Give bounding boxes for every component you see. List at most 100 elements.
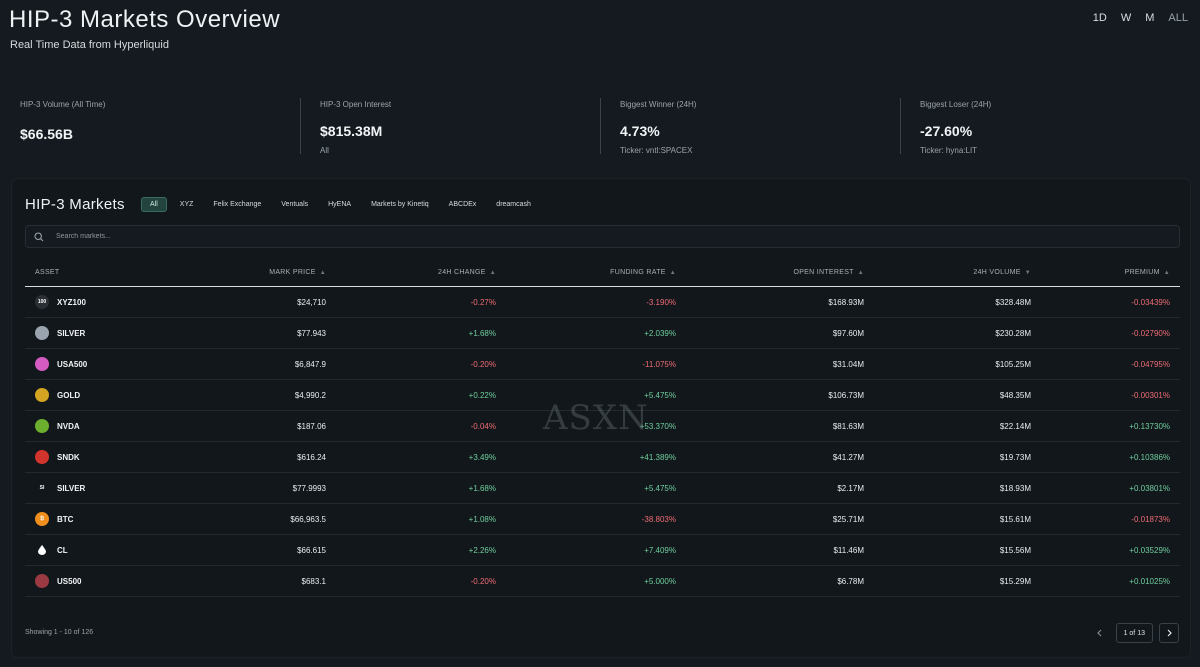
premium: -0.00301%: [1131, 390, 1170, 400]
timeframe-m[interactable]: M: [1145, 12, 1155, 24]
col-label: PREMIUM: [1124, 269, 1160, 276]
tab-xyz[interactable]: XYZ: [179, 201, 194, 208]
timeframe-w[interactable]: W: [1120, 12, 1132, 24]
open-interest: $81.63M: [832, 421, 864, 431]
table-row[interactable]: ₿ BTC $66,963.5 +1.08% -38.803% $25.71M $15.61…: [25, 504, 1180, 535]
premium: -0.02790%: [1131, 328, 1170, 338]
col-mark-price[interactable]: MARK PRICE ▲: [185, 269, 326, 276]
stat-sub: Ticker: vntl:SPACEX: [620, 146, 693, 155]
col-24h-change[interactable]: 24H CHANGE ▲: [326, 269, 496, 276]
stat-label: HIP-3 Open Interest: [320, 100, 392, 109]
change-24h: -0.20%: [470, 359, 496, 369]
asset-icon: 100: [35, 295, 49, 309]
col-label: FUNDING RATE: [610, 269, 666, 276]
funding-rate: +2.039%: [644, 328, 676, 338]
table-row[interactable]: CL $66.615 +2.26% +7.409% $11.46M $15.56M +0.0…: [25, 535, 1180, 566]
tab-markets-by-kinetiq[interactable]: Markets by Kinetiq: [371, 201, 429, 208]
table-row[interactable]: US500 $683.1 -0.20% +5.000% $6.78M $15.29M +0.…: [25, 566, 1180, 597]
table-row[interactable]: NVDA $187.06 -0.04% +53.370% $81.63M $22.14M +…: [25, 411, 1180, 442]
asset-name: SILVER: [57, 483, 86, 493]
asset-cell: SILVER: [25, 326, 185, 340]
tab-felix-exchange[interactable]: Felix Exchange: [213, 201, 262, 208]
stat-volume: HIP-3 Volume (All Time) $66.56B: [0, 96, 300, 156]
premium: +0.03801%: [1129, 483, 1170, 493]
markets-title: HIP-3 Markets: [25, 196, 125, 213]
search-input[interactable]: [56, 233, 1179, 240]
premium: +0.03529%: [1129, 545, 1170, 555]
timeframe-1d[interactable]: 1D: [1092, 12, 1107, 24]
col-premium[interactable]: PREMIUM ▲: [1031, 269, 1170, 276]
volume-24h: $15.56M: [999, 545, 1031, 555]
mark-price: $77.9993: [292, 483, 326, 493]
chevron-right-icon: [1167, 629, 1172, 637]
premium: -0.04795%: [1131, 359, 1170, 369]
divider: [900, 98, 901, 154]
stat-biggest-loser: Biggest Loser (24H) -27.60% Ticker: hyna…: [900, 96, 1200, 156]
table-row[interactable]: USA500 $6,847.9 -0.20% -11.075% $31.04M $105.…: [25, 349, 1180, 380]
prev-page-button[interactable]: [1090, 623, 1110, 643]
col-asset[interactable]: ASSET: [25, 269, 185, 276]
asset-cell: SNDK: [25, 450, 185, 464]
funding-rate: +53.370%: [639, 421, 676, 431]
change-24h: +1.68%: [468, 483, 496, 493]
premium: +0.01025%: [1129, 576, 1170, 586]
sort-icon: ▲: [1163, 269, 1170, 276]
funding-rate: -3.190%: [646, 297, 676, 307]
timeframe-all[interactable]: ALL: [1168, 12, 1188, 24]
search-bar: [25, 225, 1180, 248]
funding-rate: +5.475%: [644, 483, 676, 493]
tab-hyena[interactable]: HyENA: [328, 201, 352, 208]
table-row[interactable]: SI SILVER $77.9993 +1.68% +5.475% $2.17M $18.9…: [25, 473, 1180, 504]
asset-icon: [35, 357, 49, 371]
open-interest: $168.93M: [828, 297, 864, 307]
pagination: 1 of 13: [1090, 623, 1179, 643]
asset-icon: ₿: [35, 512, 49, 526]
mark-price: $683.1: [301, 576, 326, 586]
stat-open-interest: HIP-3 Open Interest $815.38M All: [300, 96, 600, 156]
chevron-left-icon: [1096, 629, 1102, 637]
table-body: 100 XYZ100 $24,710 -0.27% -3.190% $168.93M $32…: [25, 287, 1180, 597]
table-row[interactable]: 100 XYZ100 $24,710 -0.27% -3.190% $168.93M $32…: [25, 287, 1180, 318]
mark-price: $66,963.5: [290, 514, 326, 524]
tab-ventuals[interactable]: Ventuals: [281, 201, 309, 208]
funding-rate: -38.803%: [641, 514, 676, 524]
asset-name: US500: [57, 576, 82, 586]
markets-panel: HIP-3 Markets All XYZ Felix Exchange Ven…: [11, 178, 1191, 658]
page-title: HIP-3 Markets Overview: [9, 6, 281, 33]
asset-icon: [35, 450, 49, 464]
change-24h: -0.04%: [470, 421, 496, 431]
asset-name: GOLD: [57, 390, 81, 400]
col-24h-volume[interactable]: 24H VOLUME ▼: [864, 269, 1031, 276]
stat-label: Biggest Winner (24H): [620, 100, 697, 109]
col-label: ASSET: [35, 269, 60, 276]
divider: [600, 98, 601, 154]
tab-dreamcash[interactable]: dreamcash: [496, 201, 531, 208]
col-funding-rate[interactable]: FUNDING RATE ▲: [496, 269, 676, 276]
asset-icon: [35, 419, 49, 433]
table-row[interactable]: GOLD $4,990.2 +0.22% +5.475% $106.73M $48.35M…: [25, 380, 1180, 411]
asset-cell: SI SILVER: [25, 481, 185, 495]
sort-icon: ▼: [1024, 269, 1031, 276]
col-label: MARK PRICE: [269, 269, 316, 276]
next-page-button[interactable]: [1159, 623, 1179, 643]
markets-table: ASSET MARK PRICE ▲ 24H CHANGE ▲ FUNDING RA…: [25, 259, 1180, 597]
change-24h: -0.27%: [470, 297, 496, 307]
asset-name: XYZ100: [57, 297, 86, 307]
stat-biggest-winner: Biggest Winner (24H) 4.73% Ticker: vntl:…: [600, 96, 900, 156]
volume-24h: $18.93M: [999, 483, 1031, 493]
tab-abcdex[interactable]: ABCDEx: [448, 201, 477, 208]
volume-24h: $48.35M: [999, 390, 1031, 400]
table-header: ASSET MARK PRICE ▲ 24H CHANGE ▲ FUNDING RA…: [25, 259, 1180, 287]
volume-24h: $19.73M: [999, 452, 1031, 462]
open-interest: $2.17M: [837, 483, 864, 493]
table-row[interactable]: SNDK $616.24 +3.49% +41.389% $41.27M $19.73M +…: [25, 442, 1180, 473]
sort-icon: ▲: [857, 269, 864, 276]
stat-value: $66.56B: [20, 126, 73, 142]
volume-24h: $15.61M: [999, 514, 1031, 524]
page-indicator: 1 of 13: [1115, 623, 1153, 643]
col-open-interest[interactable]: OPEN INTEREST ▲: [676, 269, 864, 276]
change-24h: -0.20%: [470, 576, 496, 586]
tab-all[interactable]: All: [141, 197, 167, 212]
table-row[interactable]: SILVER $77.943 +1.68% +2.039% $97.60M $230.28…: [25, 318, 1180, 349]
asset-icon: [35, 574, 49, 588]
